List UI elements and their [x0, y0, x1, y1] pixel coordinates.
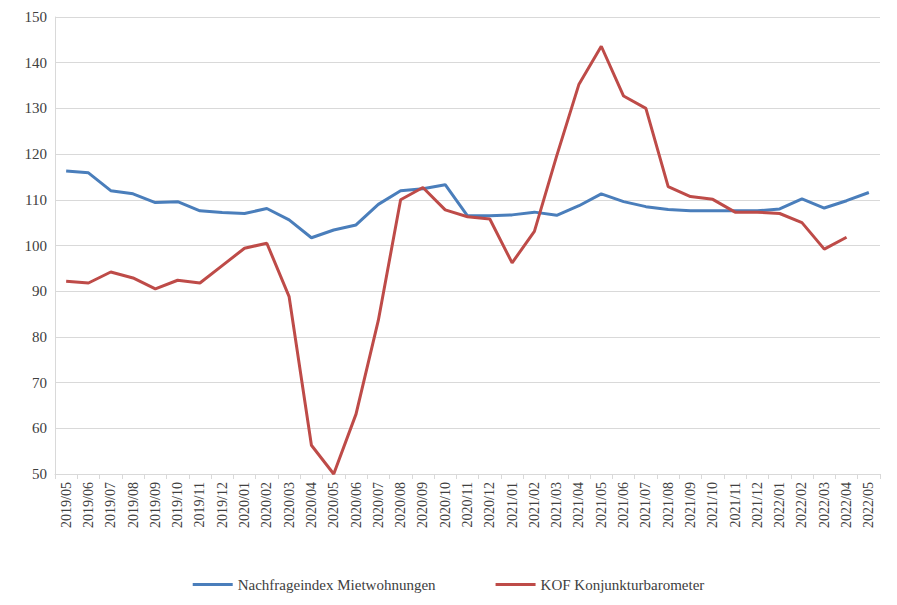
- svg-text:2019/10: 2019/10: [170, 482, 185, 528]
- svg-text:80: 80: [32, 329, 47, 345]
- svg-text:2021/07: 2021/07: [638, 482, 653, 528]
- svg-text:2021/04: 2021/04: [571, 482, 586, 528]
- svg-text:2022/03: 2022/03: [817, 482, 832, 528]
- svg-text:KOF Konjunkturbarometer: KOF Konjunkturbarometer: [541, 577, 705, 593]
- svg-text:Nachfrageindex Mietwohnungen: Nachfrageindex Mietwohnungen: [238, 577, 436, 593]
- svg-text:60: 60: [32, 420, 47, 436]
- svg-text:2019/11: 2019/11: [192, 482, 207, 527]
- svg-text:2019/05: 2019/05: [59, 482, 74, 528]
- svg-text:2021/02: 2021/02: [527, 482, 542, 528]
- svg-text:50: 50: [32, 466, 47, 482]
- svg-text:2022/04: 2022/04: [839, 482, 854, 528]
- svg-text:2022/05: 2022/05: [861, 482, 876, 528]
- svg-text:2020/10: 2020/10: [438, 482, 453, 528]
- svg-text:2019/09: 2019/09: [148, 482, 163, 528]
- svg-text:2020/06: 2020/06: [349, 482, 364, 528]
- svg-text:2020/01: 2020/01: [237, 482, 252, 528]
- svg-text:2020/11: 2020/11: [460, 482, 475, 527]
- svg-text:2020/12: 2020/12: [482, 482, 497, 528]
- svg-text:90: 90: [32, 283, 47, 299]
- svg-text:70: 70: [32, 375, 47, 391]
- svg-text:2019/07: 2019/07: [103, 482, 118, 528]
- svg-text:2021/09: 2021/09: [683, 482, 698, 528]
- svg-text:2021/06: 2021/06: [616, 482, 631, 528]
- svg-text:2021/10: 2021/10: [705, 482, 720, 528]
- svg-text:2022/01: 2022/01: [772, 482, 787, 528]
- svg-text:2019/06: 2019/06: [81, 482, 96, 528]
- svg-text:2021/03: 2021/03: [549, 482, 564, 528]
- svg-text:2020/04: 2020/04: [304, 482, 319, 528]
- svg-text:2021/12: 2021/12: [750, 482, 765, 528]
- svg-text:140: 140: [25, 55, 48, 71]
- svg-text:2020/08: 2020/08: [393, 482, 408, 528]
- svg-text:2019/08: 2019/08: [126, 482, 141, 528]
- svg-text:2020/02: 2020/02: [259, 482, 274, 528]
- svg-text:2022/02: 2022/02: [794, 482, 809, 528]
- svg-text:2019/12: 2019/12: [215, 482, 230, 528]
- svg-text:2020/07: 2020/07: [371, 482, 386, 528]
- svg-text:120: 120: [25, 146, 48, 162]
- svg-text:2020/03: 2020/03: [282, 482, 297, 528]
- svg-text:2021/01: 2021/01: [505, 482, 520, 528]
- svg-text:110: 110: [25, 192, 47, 208]
- svg-text:130: 130: [25, 100, 48, 116]
- svg-text:2021/11: 2021/11: [728, 482, 743, 527]
- svg-text:2021/08: 2021/08: [661, 482, 676, 528]
- svg-text:150: 150: [25, 9, 48, 25]
- svg-text:2020/05: 2020/05: [326, 482, 341, 528]
- svg-text:2020/09: 2020/09: [415, 482, 430, 528]
- svg-text:100: 100: [25, 238, 48, 254]
- svg-text:2021/05: 2021/05: [594, 482, 609, 528]
